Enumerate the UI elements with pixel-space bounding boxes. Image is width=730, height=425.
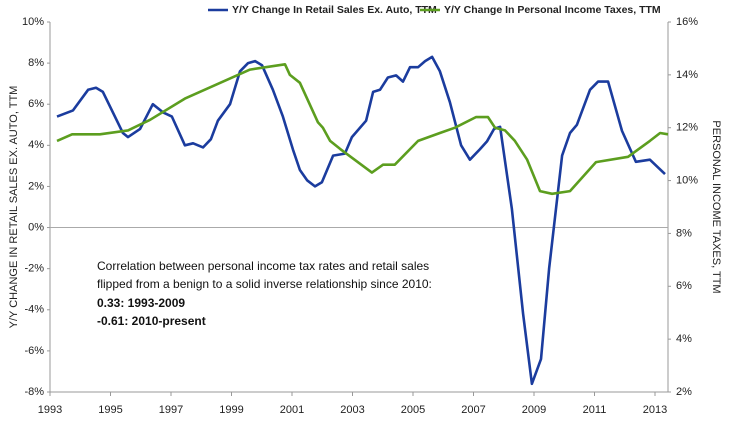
x-tick-label: 2005 (401, 404, 425, 416)
x-tick-label: 1997 (159, 404, 183, 416)
y-tick-label: 8% (28, 57, 44, 69)
y-tick-label: 0% (28, 221, 44, 233)
y2-tick-label: 2% (676, 386, 692, 398)
y2-tick-label: 10% (676, 174, 698, 186)
y2-tick-label: 14% (676, 69, 698, 81)
y2-axis-title: PERSONAL INCOME TAXES, TTM (710, 120, 722, 293)
x-tick-label: 1993 (38, 404, 62, 416)
x-tick-label: 2009 (522, 404, 546, 416)
x-tick-label: 2011 (583, 404, 607, 416)
y-tick-label: -6% (24, 345, 44, 357)
series-line (56, 55, 666, 386)
y-tick-label: 2% (28, 180, 44, 192)
series-line (56, 63, 669, 196)
annotation: Correlation between personal income tax … (97, 259, 429, 273)
y2-tick-label: 12% (676, 122, 698, 134)
y-axis-title: Y/Y CHANGE IN RETAIL SALES EX. AUTO, TTM (8, 86, 20, 329)
y-tick-label: 10% (22, 16, 44, 28)
y2-tick-label: 16% (676, 16, 698, 28)
annotation: flipped from a benign to a solid inverse… (97, 277, 432, 291)
y2-tick-label: 4% (676, 333, 692, 345)
y-tick-label: -8% (24, 386, 44, 398)
annotation: 0.33: 1993-2009 (97, 296, 185, 310)
y-tick-label: -4% (24, 304, 44, 316)
legend-label: Y/Y Change In Personal Income Taxes, TTM (444, 4, 661, 16)
x-tick-label: 2007 (461, 404, 485, 416)
y2-tick-label: 8% (676, 227, 692, 239)
y-tick-label: 6% (28, 98, 44, 110)
legend-label: Y/Y Change In Retail Sales Ex. Auto, TTM (232, 4, 437, 16)
x-tick-label: 2001 (280, 404, 304, 416)
y-tick-label: -2% (24, 263, 44, 275)
x-tick-label: 1995 (98, 404, 122, 416)
annotation: -0.61: 2010-present (97, 314, 206, 328)
y2-tick-label: 6% (676, 280, 692, 292)
y-tick-label: 4% (28, 139, 44, 151)
x-tick-label: 2013 (643, 404, 667, 416)
x-tick-label: 1999 (219, 404, 243, 416)
x-tick-label: 2003 (340, 404, 364, 416)
